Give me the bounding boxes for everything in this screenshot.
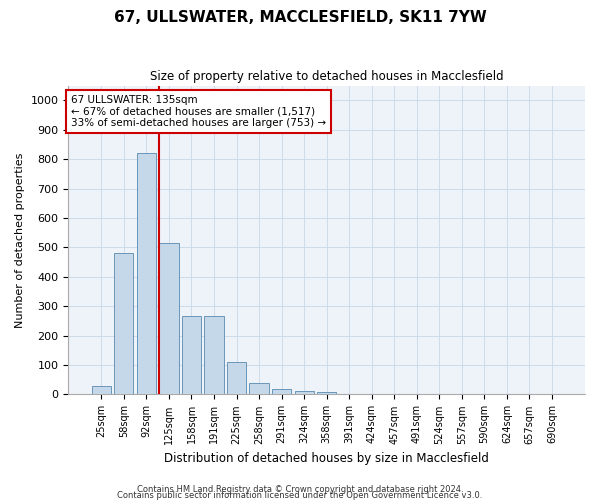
Bar <box>272 389 291 394</box>
Bar <box>317 392 336 394</box>
Text: 67 ULLSWATER: 135sqm
← 67% of detached houses are smaller (1,517)
33% of semi-de: 67 ULLSWATER: 135sqm ← 67% of detached h… <box>71 95 326 128</box>
Text: Contains public sector information licensed under the Open Government Licence v3: Contains public sector information licen… <box>118 490 482 500</box>
Bar <box>205 316 224 394</box>
Bar <box>182 316 201 394</box>
Bar <box>227 362 246 394</box>
Bar <box>114 253 133 394</box>
Bar <box>250 384 269 394</box>
Text: Contains HM Land Registry data © Crown copyright and database right 2024.: Contains HM Land Registry data © Crown c… <box>137 484 463 494</box>
Bar <box>160 243 179 394</box>
Bar <box>92 386 111 394</box>
Text: 67, ULLSWATER, MACCLESFIELD, SK11 7YW: 67, ULLSWATER, MACCLESFIELD, SK11 7YW <box>113 10 487 25</box>
Y-axis label: Number of detached properties: Number of detached properties <box>15 152 25 328</box>
X-axis label: Distribution of detached houses by size in Macclesfield: Distribution of detached houses by size … <box>164 452 489 465</box>
Bar <box>295 391 314 394</box>
Title: Size of property relative to detached houses in Macclesfield: Size of property relative to detached ho… <box>150 70 503 83</box>
Bar <box>137 153 156 394</box>
